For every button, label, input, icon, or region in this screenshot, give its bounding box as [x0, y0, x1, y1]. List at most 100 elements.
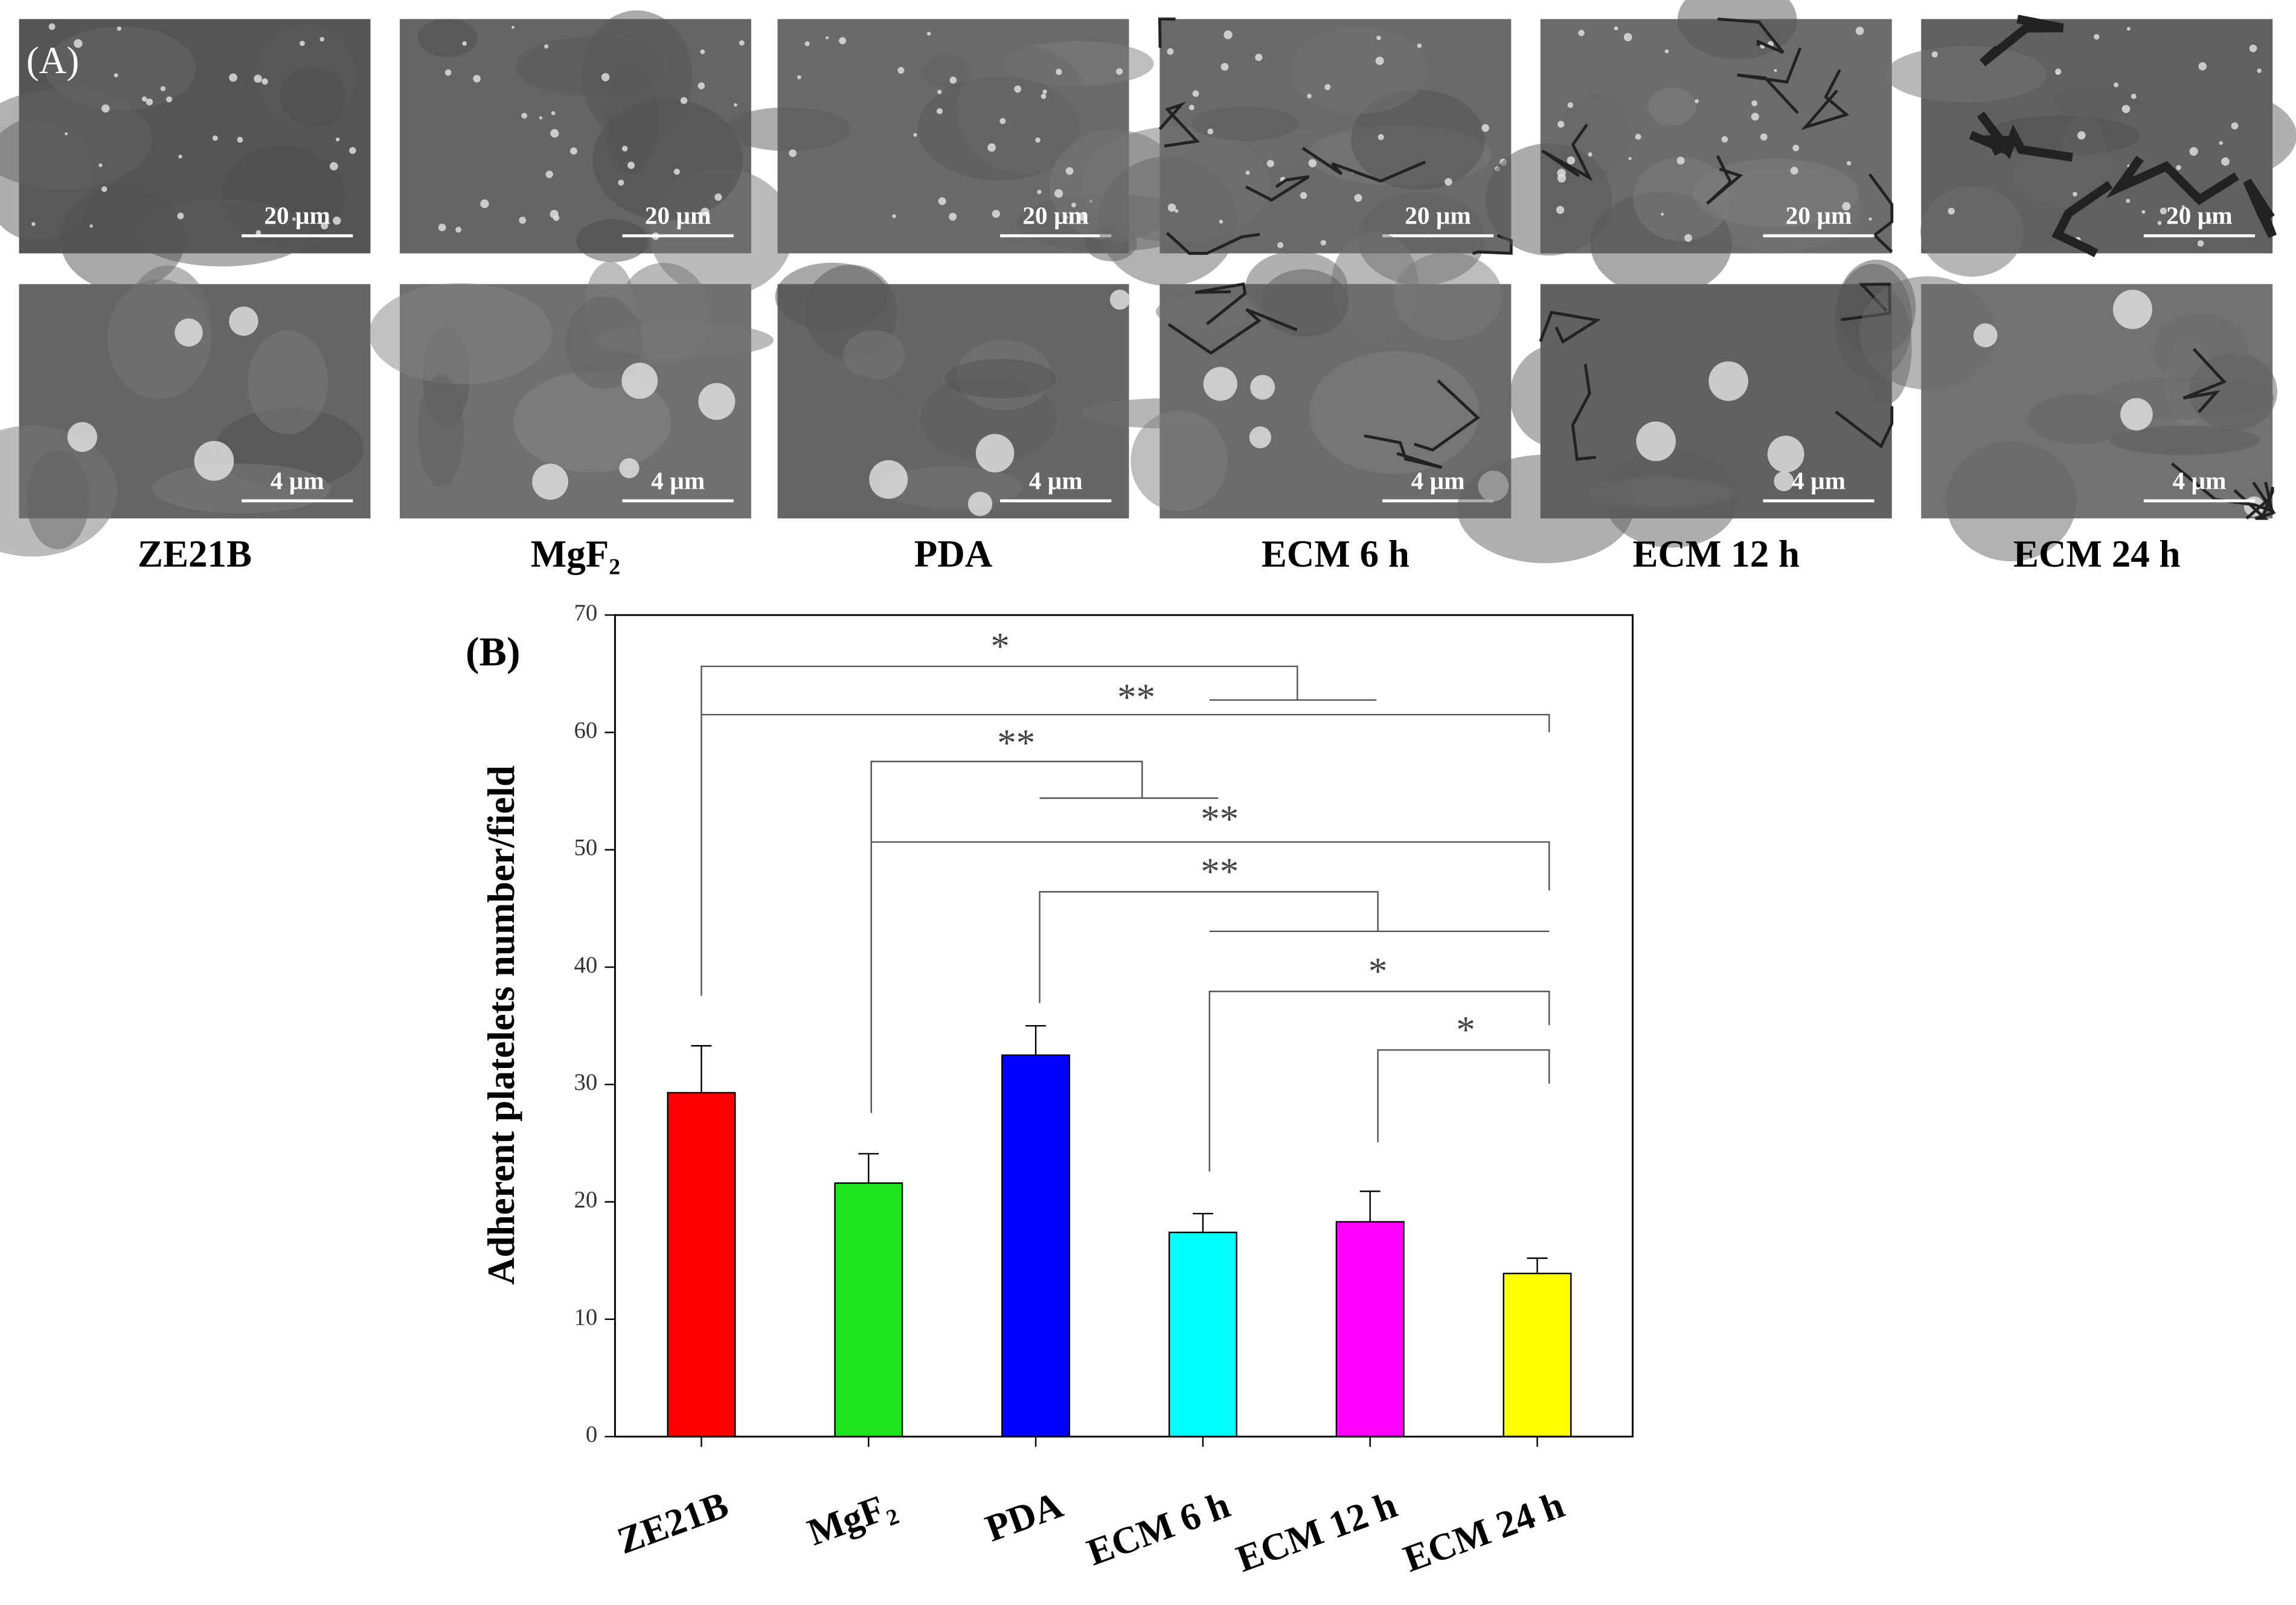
sem-particle	[1056, 68, 1062, 76]
sem-texture	[1191, 106, 1299, 141]
y-axis-label: Adherent platelets number/field	[480, 765, 522, 1285]
sem-crack	[1835, 406, 1894, 449]
sem-particle	[2077, 131, 2086, 140]
sem-particle	[673, 169, 680, 175]
bar	[1001, 1054, 1071, 1438]
x-tick-label: ECM 24 h	[1398, 1484, 1570, 1580]
significance-bracket	[871, 841, 1550, 890]
sem-particle	[2249, 44, 2257, 53]
sem-texture	[597, 323, 774, 358]
sem-particle	[1790, 167, 1798, 175]
sem-crack	[2051, 181, 2113, 257]
sem-particle	[1308, 159, 1317, 167]
sample-label: PDA	[914, 533, 993, 575]
sem-particle	[551, 111, 556, 115]
sem-particle	[1973, 323, 1998, 347]
sem-particle	[2219, 141, 2223, 145]
panel-label: (B)	[466, 629, 520, 675]
sem-particle	[237, 137, 243, 143]
scale-bar-label: 4 µm	[2172, 466, 2226, 494]
sem-particle	[839, 37, 847, 45]
sem-texture	[1920, 186, 2024, 277]
sem-particle	[2176, 165, 2181, 170]
sem-particle	[160, 86, 166, 91]
sem-particle	[1774, 69, 1777, 72]
sem-particle	[31, 222, 36, 227]
y-tick-label: 70	[574, 600, 598, 626]
panel-label: (A)	[27, 39, 79, 82]
sem-particle	[48, 23, 56, 30]
sem-particle	[333, 216, 341, 225]
sem-particle	[255, 230, 261, 236]
sem-particle	[2157, 220, 2162, 225]
sem-particle	[1751, 100, 1758, 106]
scale-bar-label: 4 µm	[651, 466, 705, 494]
sem-particle	[194, 441, 234, 481]
sem-particle	[619, 458, 640, 478]
sem-particle	[789, 149, 797, 158]
sem-particle	[545, 170, 553, 178]
scale-bar-label: 20 µm	[1022, 202, 1089, 230]
sem-particle	[1255, 53, 1263, 62]
sem-particle	[473, 74, 481, 83]
sem-particle	[146, 98, 153, 106]
sem-particle	[1760, 133, 1768, 141]
sem-particle	[698, 383, 736, 420]
sem-texture	[2062, 114, 2107, 188]
sem-particle	[2126, 199, 2131, 203]
sem-particle	[1014, 85, 1022, 93]
sem-crack	[1158, 18, 1176, 48]
sem-texture	[1885, 46, 2047, 103]
sem-particle	[321, 222, 329, 230]
sem-particle	[992, 210, 1001, 218]
sem-particle	[1676, 156, 1685, 165]
sem-crack	[2233, 481, 2275, 520]
sem-particle	[2181, 205, 2185, 209]
sem-particle	[937, 108, 943, 115]
sem-particle	[570, 147, 577, 155]
sem-particle	[1628, 157, 1632, 161]
bar	[1502, 1272, 1572, 1438]
sem-particle	[438, 224, 446, 231]
sem-particle	[89, 224, 93, 228]
sem-texture	[1291, 26, 1428, 114]
sem-particle	[349, 147, 356, 154]
significance-bracket	[870, 761, 1219, 1113]
sem-texture	[0, 89, 152, 190]
sem-texture	[1245, 251, 1348, 323]
sem-particle	[1708, 361, 1748, 401]
sem-particle	[1054, 189, 1063, 198]
scale-bar-label: 4 µm	[1029, 466, 1083, 494]
sem-texture	[1510, 344, 1606, 448]
sem-particle	[804, 41, 810, 47]
sem-texture	[957, 45, 1091, 175]
sem-texture	[280, 66, 347, 127]
sem-particle	[1203, 367, 1237, 401]
sem-particle	[1774, 471, 1794, 492]
bar	[834, 1182, 903, 1438]
sem-particle	[1792, 144, 1800, 152]
scale-bar-label: 4 µm	[271, 466, 324, 494]
sem-particle	[697, 82, 705, 89]
sem-particle	[550, 129, 559, 138]
significance-label: **	[1201, 851, 1239, 893]
sem-particle	[999, 118, 1006, 124]
bar	[667, 1092, 736, 1438]
sem-particle	[329, 162, 338, 171]
sem-particle	[975, 434, 1015, 473]
sem-texture	[45, 26, 196, 111]
sem-particle	[1588, 152, 1592, 157]
sem-particle	[1307, 94, 1312, 98]
sem-particle	[1324, 84, 1331, 91]
sem-particle	[1855, 27, 1864, 35]
sem-particle	[601, 73, 610, 82]
sem-particle	[2112, 289, 2153, 329]
sem-crack	[1301, 147, 1426, 183]
sem-particle	[74, 39, 83, 48]
sem-texture	[1351, 89, 1485, 190]
scale-bar-label: 20 µm	[2166, 202, 2233, 230]
sem-texture	[123, 265, 213, 396]
sem-particle	[1192, 90, 1199, 97]
sem-particle	[938, 197, 946, 205]
